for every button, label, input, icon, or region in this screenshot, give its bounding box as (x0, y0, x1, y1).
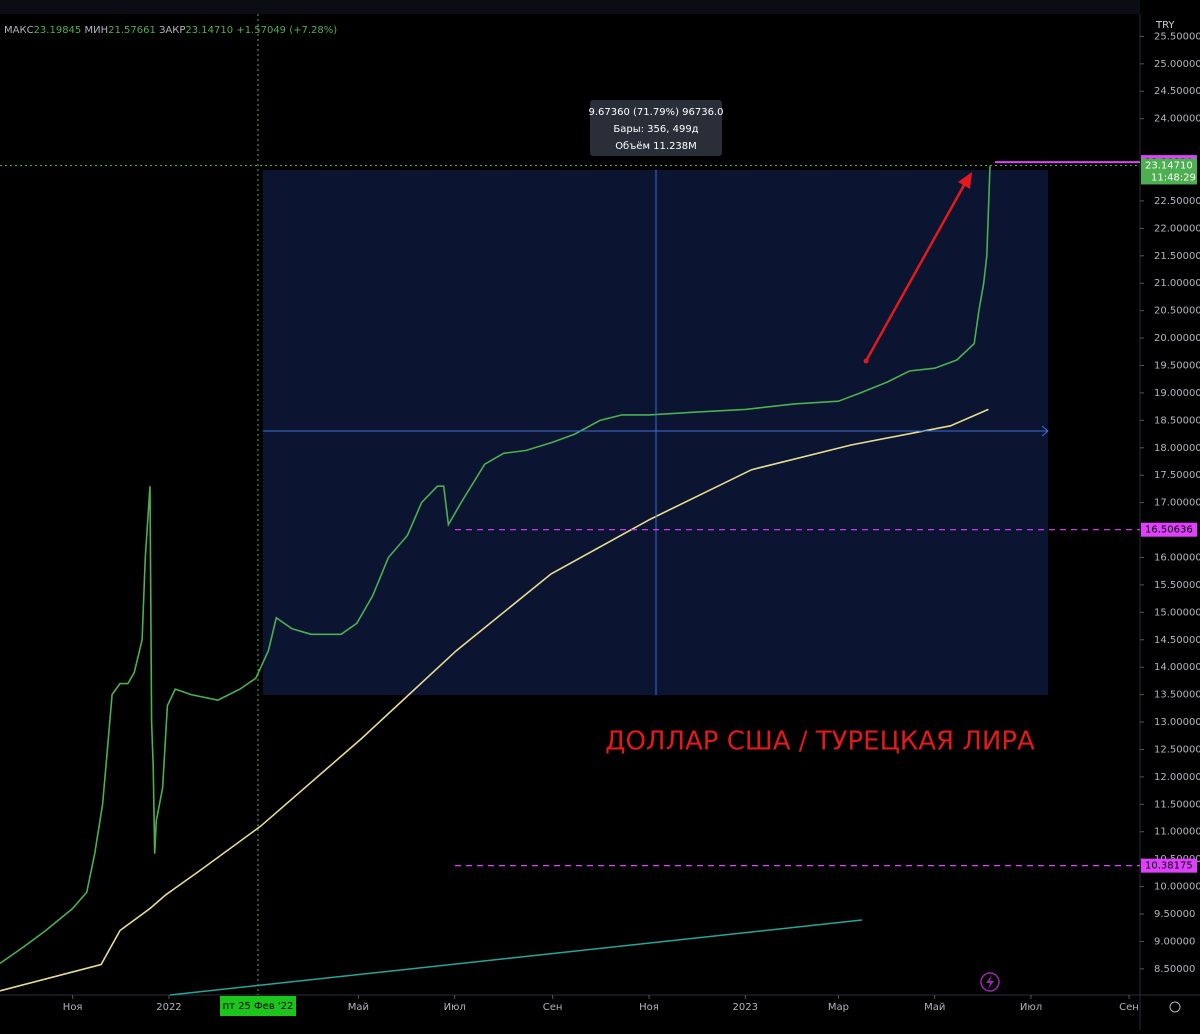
measure-text: Объём 11.238M (615, 141, 697, 152)
x-tick-label: 2023 (733, 1002, 758, 1013)
crosshair-date-box (220, 996, 296, 1016)
price-line (0, 408, 989, 992)
measure-text: 9.67360 (71.79%) 96736.0 (589, 107, 724, 118)
y-tick-label: 11.50000 (1154, 799, 1200, 810)
y-tick-label: 9.50000 (1154, 909, 1195, 920)
y-tick-label: 13.50000 (1154, 690, 1200, 701)
red-arrowhead (958, 172, 972, 189)
price-line (0, 165, 991, 965)
y-tick-label: 8.50000 (1154, 964, 1195, 975)
y-tick-label: 17.50000 (1154, 470, 1200, 481)
y-tick-label: 14.50000 (1154, 635, 1200, 646)
y-tick-label: 20.50000 (1154, 306, 1200, 317)
red-arrow (864, 177, 970, 362)
crosshair-date: пт 25 Фев '22 (223, 1001, 294, 1012)
price-label: 16.50636 (1145, 525, 1193, 536)
x-tick-label: Ноя (63, 1002, 83, 1013)
y-tick-label: 12.00000 (1154, 772, 1200, 783)
y-tick-label: 25.00000 (1154, 59, 1200, 70)
measure-arrow (1041, 425, 1049, 437)
x-tick-label: Июл (1020, 1002, 1042, 1013)
lightning-icon[interactable] (980, 972, 1000, 992)
header-text: МАКС23.19845 МИН21.57661 ЗАКР23.14710 +1… (4, 25, 337, 36)
y-tick-label: 13.00000 (1154, 717, 1200, 728)
x-tick-label: Сен (1119, 1002, 1139, 1013)
x-tick-label: Май (348, 1002, 369, 1013)
currency-menu[interactable]: TRY (1155, 20, 1175, 31)
y-tick-label: 24.00000 (1154, 114, 1200, 125)
y-tick-label: 22.00000 (1154, 223, 1200, 234)
price-label-box (1141, 522, 1197, 537)
last-price-box (1141, 158, 1197, 185)
x-tick-label: 2022 (156, 1002, 181, 1013)
lightning-bolt (986, 975, 994, 989)
y-tick-label: 21.50000 (1154, 251, 1200, 262)
x-tick-label: Май (924, 1002, 945, 1013)
y-tick-label: 21.00000 (1154, 278, 1200, 289)
x-tick-label: Ноя (639, 1002, 659, 1013)
y-tick-label: 25.50000 (1154, 31, 1200, 42)
y-tick-label: 15.50000 (1154, 580, 1200, 591)
toolbar (0, 0, 1140, 14)
y-tick-label: 17.00000 (1154, 498, 1200, 509)
y-tick-label: 18.00000 (1154, 443, 1200, 454)
close-label: ЗАКР (159, 25, 185, 36)
y-tick-label: 19.00000 (1154, 388, 1200, 399)
arrow-start (863, 358, 869, 364)
y-tick-label: 12.50000 (1154, 744, 1200, 755)
y-tick-label: 24.50000 (1154, 86, 1200, 97)
y-tick-label: 15.00000 (1154, 607, 1200, 618)
y-tick-label: 22.50000 (1154, 196, 1200, 207)
close: 23.14710 (185, 25, 233, 36)
y-tick-label: 10.00000 (1154, 882, 1200, 893)
low-label: МИН (84, 25, 108, 36)
annotation: ДОЛЛАР США / ТУРЕЦКАЯ ЛИРА (605, 727, 1035, 757)
measure-text: Бары: 356, 499д (613, 124, 698, 135)
y-tick-label: 11.00000 (1154, 827, 1200, 838)
change: +1.57049 (+7.28%) (236, 25, 337, 36)
x-tick-label: Сен (543, 1002, 563, 1013)
countdown: 11:48:29 (1151, 172, 1196, 183)
y-tick-label: 20.00000 (1154, 333, 1200, 344)
x-tick-label: Мар (828, 1002, 849, 1013)
x-tick-label: Июл (444, 1002, 466, 1013)
price-label-box (1141, 858, 1197, 873)
measure-tooltip (590, 100, 722, 156)
y-tick-label: 19.50000 (1154, 361, 1200, 372)
high: 23.19845 (34, 25, 82, 36)
settings-icon[interactable] (1169, 1001, 1181, 1013)
y-tick-label: 9.00000 (1154, 936, 1195, 947)
last-price: 23.14710 (1145, 160, 1193, 171)
y-tick-label: 16.00000 (1154, 552, 1200, 563)
y-tick-label: 14.00000 (1154, 662, 1200, 673)
high-label: МАКС (4, 25, 34, 36)
low: 21.57661 (108, 25, 156, 36)
trend-line (169, 919, 863, 996)
y-tick-label: 18.50000 (1154, 415, 1200, 426)
price-label: 10.38175 (1145, 861, 1193, 872)
